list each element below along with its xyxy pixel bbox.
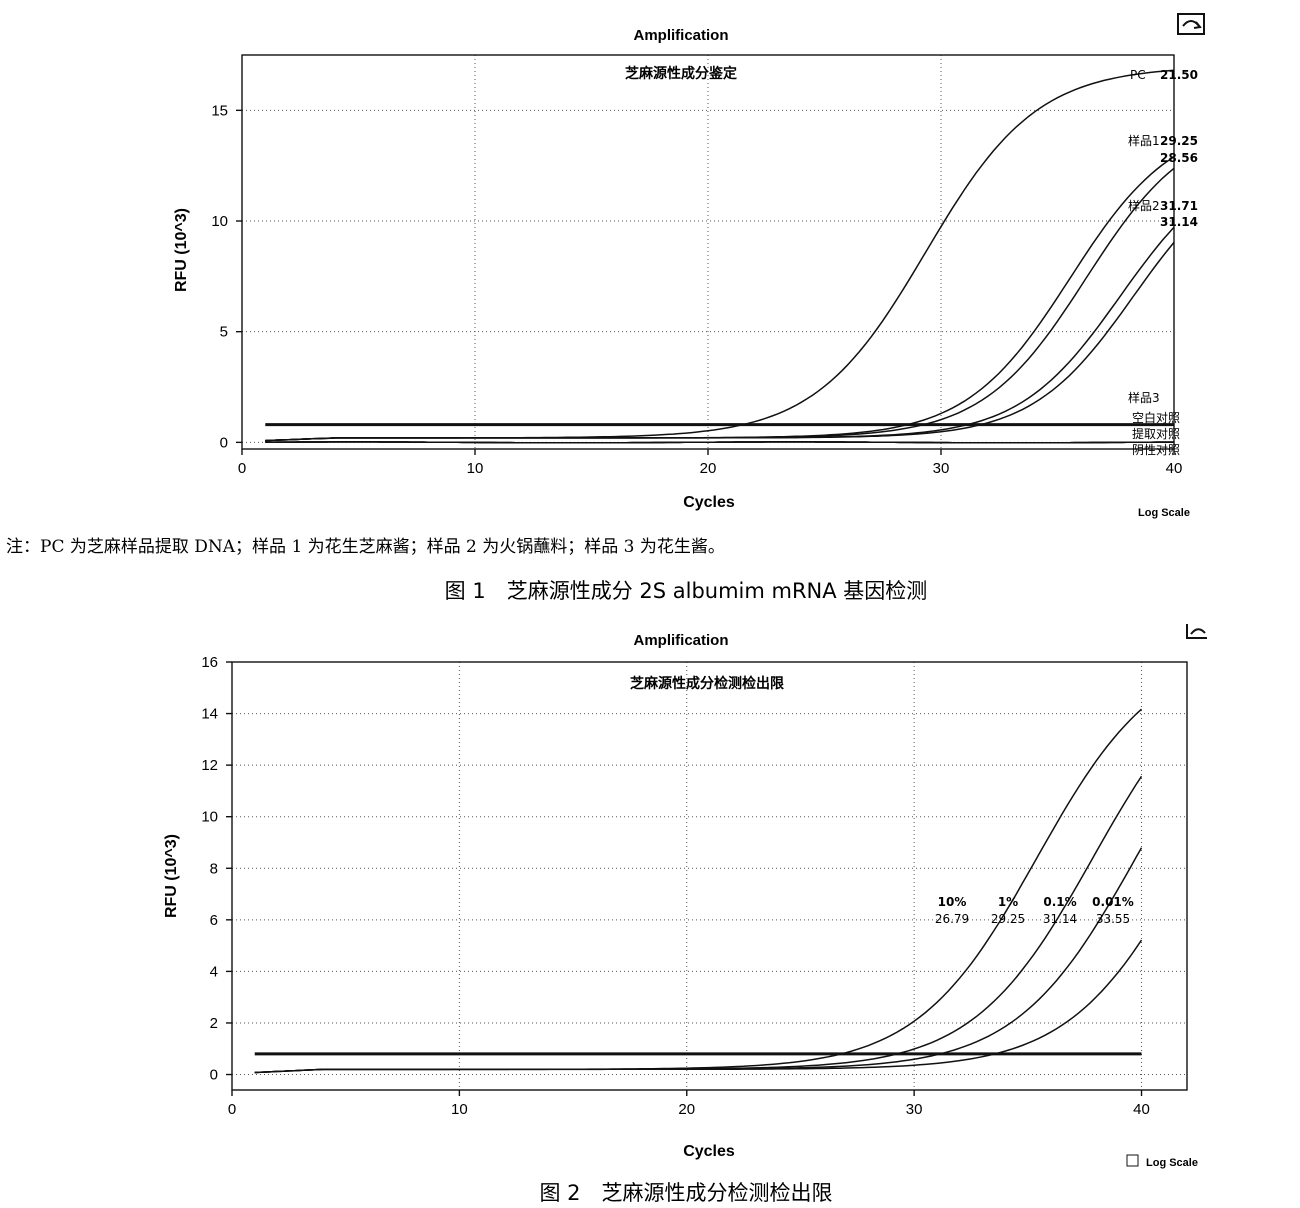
chart1-y-axis-label: RFU (10^3) xyxy=(173,208,190,292)
chart2-log-scale-label[interactable]: Log Scale xyxy=(1146,1157,1198,1169)
series-name-label: 0.01% xyxy=(1092,895,1134,909)
chart2-export-icon[interactable] xyxy=(1186,624,1207,639)
chart2-subtitle: 芝麻源性成分检测检出限 xyxy=(630,675,784,692)
x-tick-label: 10 xyxy=(451,1101,468,1118)
series-name-label: 样品1 xyxy=(1128,133,1160,148)
x-tick-label: 30 xyxy=(933,460,950,477)
amplification-curve-2[interactable] xyxy=(254,847,1143,1074)
series-name-label: PC xyxy=(1130,68,1146,82)
series-cq-label: 28.56 xyxy=(1160,151,1198,165)
series-cq-label: 26.79 xyxy=(935,912,969,926)
y-tick-label: 4 xyxy=(210,963,218,980)
figure1-note: 注：PC 为芝麻样品提取 DNA；样品 1 为花生芝麻酱；样品 2 为火锅蘸料；… xyxy=(6,537,725,557)
figure2-caption: 图 2 芝麻源性成分检测检出限 xyxy=(539,1181,832,1205)
y-tick-label: 10 xyxy=(211,213,228,230)
chart2-y-axis-label: RFU (10^3) xyxy=(163,834,180,918)
amplification-curve-2[interactable] xyxy=(265,156,1175,442)
series-cq-label: 29.25 xyxy=(991,912,1025,926)
series-name-label: 样品2 xyxy=(1128,198,1160,213)
series-name-label: 1% xyxy=(998,895,1018,909)
series-name-label: 阴性对照 xyxy=(1132,443,1180,457)
chart2-title: Amplification xyxy=(633,632,728,649)
chart1-x-axis-label: Cycles xyxy=(683,494,735,511)
chart2-grid xyxy=(232,662,1187,1090)
y-tick-label: 6 xyxy=(210,912,218,929)
chart2-ticks: 0 10 20 30 40 0 2 4 6 8 10 12 14 16 xyxy=(201,654,1150,1118)
amplification-curve-3[interactable] xyxy=(265,241,1175,442)
series-name-label: 空白对照 xyxy=(1132,410,1180,425)
x-tick-label: 20 xyxy=(678,1101,695,1118)
chart2-x-axis-label: Cycles xyxy=(683,1143,735,1160)
amplification-curve-1[interactable] xyxy=(265,167,1175,442)
y-tick-label: 8 xyxy=(210,860,218,877)
x-tick-label: 20 xyxy=(700,460,717,477)
amplification-curve-3[interactable] xyxy=(254,939,1143,1074)
series-cq-label: 33.55 xyxy=(1096,912,1130,926)
chart1-subtitle: 芝麻源性成分鉴定 xyxy=(625,65,737,82)
chart1-ticks: 0 10 20 30 40 0 5 10 15 xyxy=(211,102,1182,477)
series-cq-label: 31.71 xyxy=(1160,199,1198,213)
series-cq-label: 21.50 xyxy=(1160,68,1198,82)
y-tick-label: 15 xyxy=(211,102,228,119)
x-tick-label: 30 xyxy=(906,1101,923,1118)
y-tick-label: 12 xyxy=(201,757,218,774)
series-cq-label: 31.14 xyxy=(1160,215,1198,229)
chart1-export-icon[interactable] xyxy=(1177,13,1205,35)
amplification-curve-4[interactable] xyxy=(265,226,1175,442)
chart2-series xyxy=(254,708,1143,1074)
y-tick-label: 5 xyxy=(220,324,228,341)
y-tick-label: 0 xyxy=(220,434,228,451)
chart1-grid xyxy=(242,55,1174,449)
amplification-curve-0[interactable] xyxy=(254,708,1143,1074)
series-name-label: 10% xyxy=(938,895,967,909)
chart-2: Amplification 芝麻源性成分检测检出限 0 10 20 30 40 0 2 4 6 8… xyxy=(163,624,1207,1169)
x-tick-label: 0 xyxy=(228,1101,236,1118)
chart2-log-scale-checkbox[interactable] xyxy=(1126,1154,1139,1167)
x-tick-label: 40 xyxy=(1133,1101,1150,1118)
x-tick-label: 0 xyxy=(238,460,246,477)
series-cq-label: 29.25 xyxy=(1160,134,1198,148)
y-tick-label: 10 xyxy=(201,809,218,826)
y-tick-label: 14 xyxy=(201,706,218,723)
chart2-plot-frame xyxy=(231,661,1188,1091)
chart1-series xyxy=(265,69,1175,444)
x-tick-label: 10 xyxy=(467,460,484,477)
amplification-curve-8[interactable] xyxy=(265,441,1174,444)
x-tick-label: 40 xyxy=(1166,460,1183,477)
series-name-label: 样品3 xyxy=(1128,390,1160,405)
figure1-caption: 图 1 芝麻源性成分 2S albumim mRNA 基因检测 xyxy=(445,579,928,603)
series-name-label: 0.1% xyxy=(1043,895,1076,909)
amplification-curve-0[interactable] xyxy=(265,69,1175,442)
chart-1: Amplification 芝麻源性成分鉴定 0 10 20 30 40 0 5 10 15 P… xyxy=(173,13,1205,519)
chart1-series-labels: PC 21.50 样品1 29.25 28.56 样品2 31.71 31.14 样品3 空白对照… xyxy=(1128,68,1198,457)
series-cq-label: 31.14 xyxy=(1043,912,1077,926)
y-tick-label: 16 xyxy=(201,654,218,671)
chart2-series-labels: 10% 26.79 1% 29.25 0.1% 31.14 0.01% 33.55 xyxy=(935,895,1134,926)
series-name-label: 提取对照 xyxy=(1132,426,1180,441)
chart1-log-scale-label[interactable]: Log Scale xyxy=(1138,507,1190,519)
y-tick-label: 0 xyxy=(210,1067,218,1084)
y-tick-label: 2 xyxy=(210,1015,218,1032)
chart1-title: Amplification xyxy=(633,27,728,44)
